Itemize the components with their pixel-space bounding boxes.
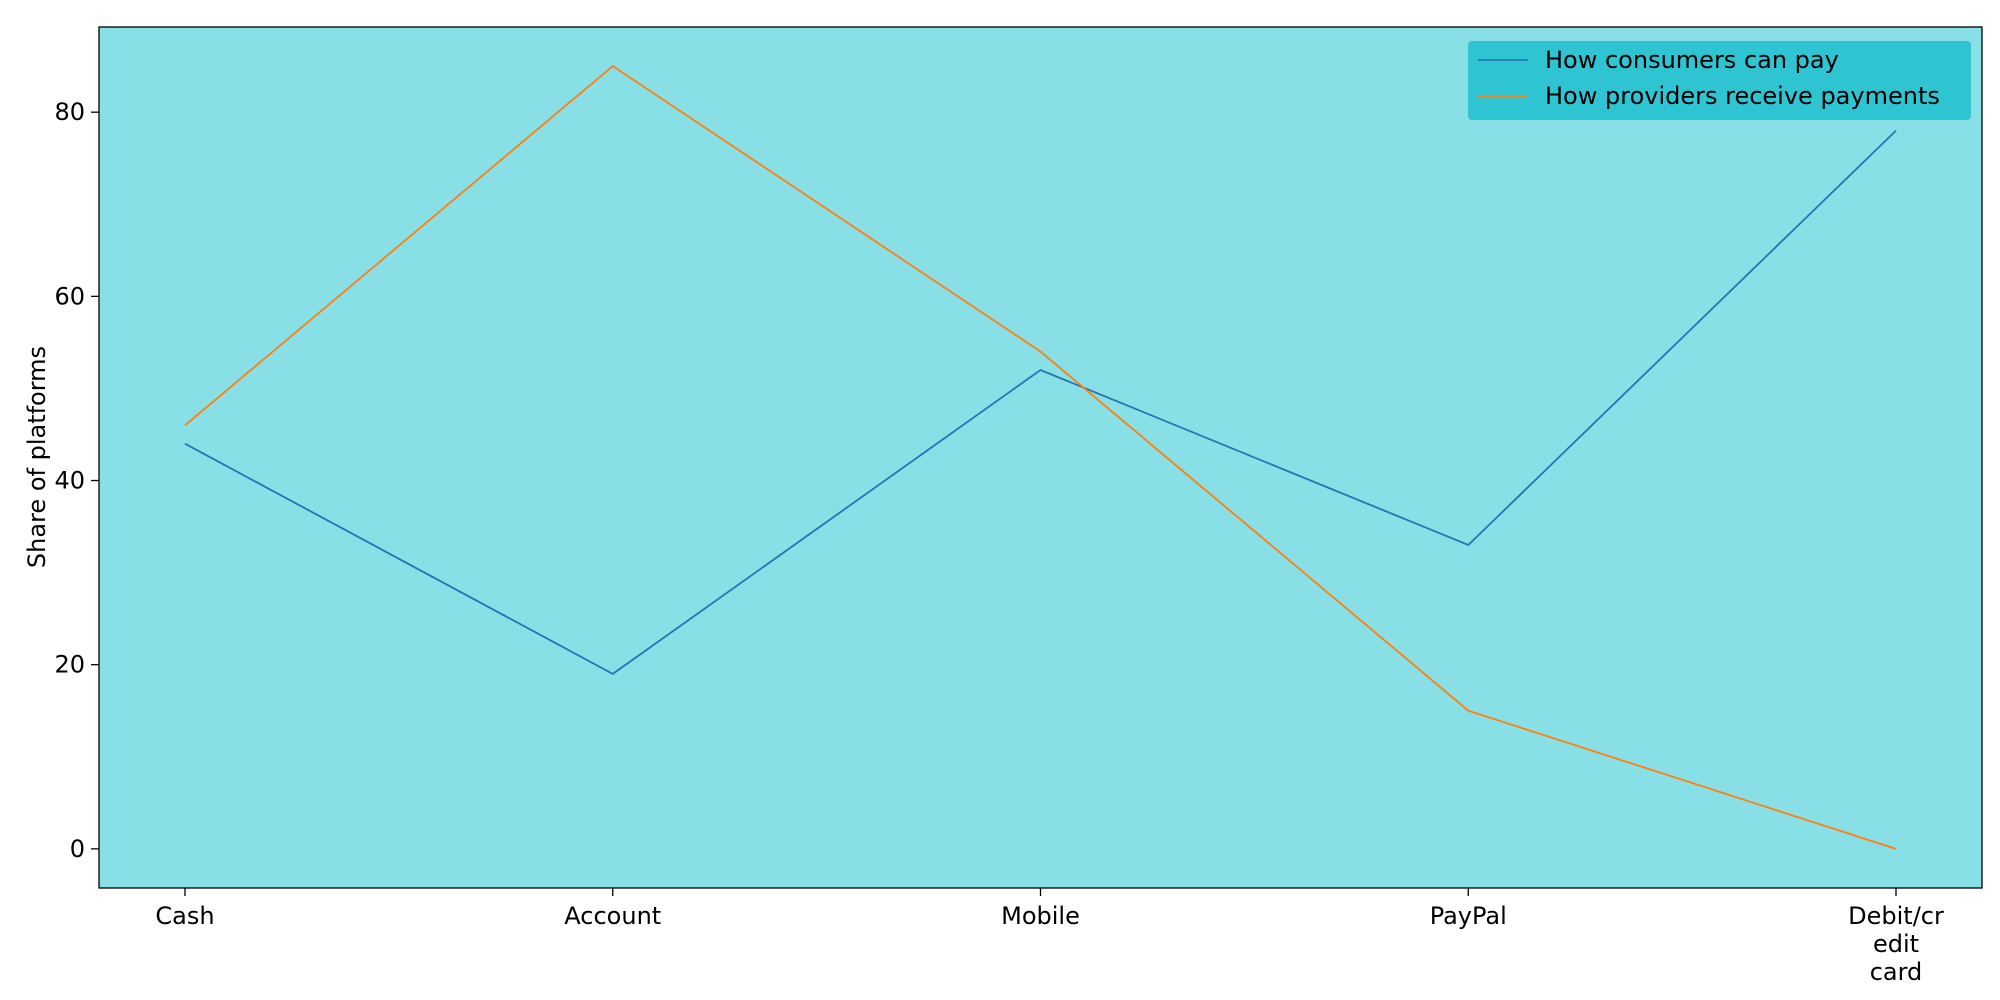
y-tick-label: 60: [54, 282, 85, 310]
x-tick-label: Account: [564, 902, 661, 930]
series-line-1: [184, 64, 1897, 850]
x-tick-label: Mobile: [1001, 902, 1080, 930]
y-axis: 0 20 40 60 80: [54, 98, 99, 863]
y-axis-label: Share of platforms: [23, 346, 51, 568]
legend-label-consumers: How consumers can pay: [1545, 46, 1839, 74]
y-tick-label: 0: [70, 835, 85, 863]
x-tick-label: Debit/cr edit card: [1848, 902, 1944, 986]
x-tick-label: PayPal: [1430, 902, 1507, 930]
x-tick-label: Cash: [155, 902, 214, 930]
legend-label-providers: How providers receive payments: [1545, 82, 1940, 110]
plot-area: [98, 26, 1983, 889]
y-tick-label: 80: [54, 98, 85, 126]
legend-box: [1468, 41, 1971, 120]
legend: How consumers can pay How providers rece…: [1468, 41, 1971, 120]
x-axis: Cash Account Mobile PayPal Debit/cr edit card: [155, 888, 1944, 986]
y-tick-label: 40: [54, 467, 85, 495]
series-line-0: [184, 129, 1897, 675]
y-tick-label: 20: [54, 651, 85, 679]
series-layer: [184, 64, 1897, 850]
